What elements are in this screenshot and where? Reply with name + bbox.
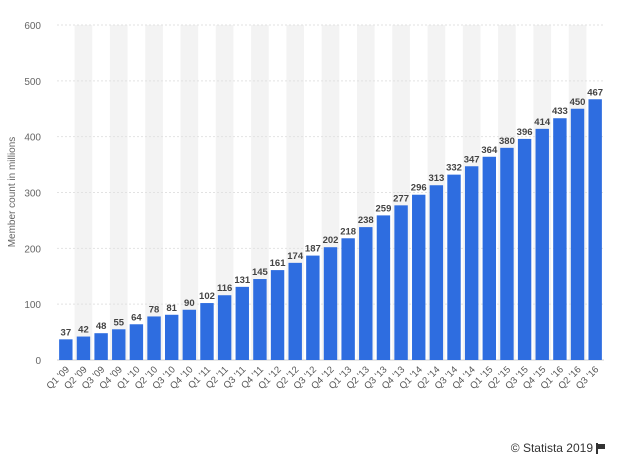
data-label: 102 xyxy=(199,291,215,302)
data-label: 161 xyxy=(270,258,287,269)
y-tick-label: 200 xyxy=(24,244,41,255)
y-tick-label: 300 xyxy=(24,189,41,200)
bar xyxy=(94,333,108,360)
bar xyxy=(535,128,549,360)
data-label: 218 xyxy=(340,226,356,237)
data-labels: 37 42 48 55 64 78 81 90 102116131145161174187202… xyxy=(61,87,604,338)
data-label: 450 xyxy=(570,97,586,108)
bar xyxy=(570,108,585,360)
y-tick-label: 600 xyxy=(24,21,41,32)
footer: © Statista 2019 xyxy=(511,441,606,455)
data-label: 145 xyxy=(252,267,269,278)
bar xyxy=(76,336,91,360)
bar xyxy=(464,166,479,360)
data-label: 202 xyxy=(323,235,339,246)
bar xyxy=(164,314,179,360)
data-label: 380 xyxy=(499,136,515,147)
bar xyxy=(412,194,426,360)
data-label: 332 xyxy=(446,163,462,174)
data-label: 37 xyxy=(61,327,72,338)
data-label: 238 xyxy=(358,215,374,226)
data-label: 55 xyxy=(113,317,124,328)
bar xyxy=(341,238,355,360)
y-tick-label: 0 xyxy=(35,356,41,367)
data-label: 296 xyxy=(411,183,427,194)
y-axis-label: Member count in millions xyxy=(7,137,18,248)
bar xyxy=(359,227,373,360)
bar xyxy=(306,255,320,360)
data-label: 259 xyxy=(376,203,392,214)
bar xyxy=(112,329,126,360)
background-band xyxy=(74,25,93,360)
bar xyxy=(235,286,249,360)
y-tick-label: 100 xyxy=(24,300,41,311)
data-label: 90 xyxy=(184,298,195,309)
statista-credit: © Statista 2019 xyxy=(510,441,593,455)
data-label: 433 xyxy=(552,106,568,117)
data-label: 42 xyxy=(78,325,89,336)
data-label: 347 xyxy=(464,154,480,165)
bar xyxy=(447,174,461,360)
bar xyxy=(147,316,161,360)
bar xyxy=(482,156,497,360)
bar xyxy=(376,215,391,360)
bar xyxy=(429,185,444,360)
y-tick-label: 500 xyxy=(24,77,41,88)
data-label: 467 xyxy=(587,87,603,98)
bar xyxy=(517,138,532,360)
data-label: 81 xyxy=(166,303,177,314)
data-label: 116 xyxy=(217,283,232,294)
data-label: 277 xyxy=(393,193,409,204)
bar xyxy=(217,295,232,360)
bar xyxy=(288,262,302,360)
bar xyxy=(323,247,338,360)
background-band xyxy=(215,25,234,360)
data-label: 64 xyxy=(131,312,142,323)
y-axis-ticks: 0 100 200 300 400 500 600 xyxy=(24,21,41,367)
data-label: 78 xyxy=(149,304,160,315)
bar xyxy=(253,279,267,360)
bar xyxy=(129,324,144,360)
flag-icon[interactable] xyxy=(596,442,606,454)
data-label: 414 xyxy=(534,117,551,128)
bar xyxy=(394,205,408,360)
data-label: 313 xyxy=(428,173,444,184)
bar xyxy=(200,303,214,360)
background-band xyxy=(251,25,269,360)
bar xyxy=(588,99,602,360)
data-label: 396 xyxy=(517,127,533,138)
data-label: 364 xyxy=(481,145,498,156)
bar xyxy=(500,147,514,360)
data-label: 131 xyxy=(234,275,251,286)
data-label: 174 xyxy=(287,251,304,262)
bar xyxy=(59,339,73,360)
data-label: 187 xyxy=(305,244,321,255)
bar xyxy=(270,270,285,360)
data-label: 48 xyxy=(96,321,107,332)
bar xyxy=(553,118,567,360)
y-tick-label: 400 xyxy=(24,133,41,144)
bars xyxy=(59,99,602,360)
bar xyxy=(182,309,197,360)
